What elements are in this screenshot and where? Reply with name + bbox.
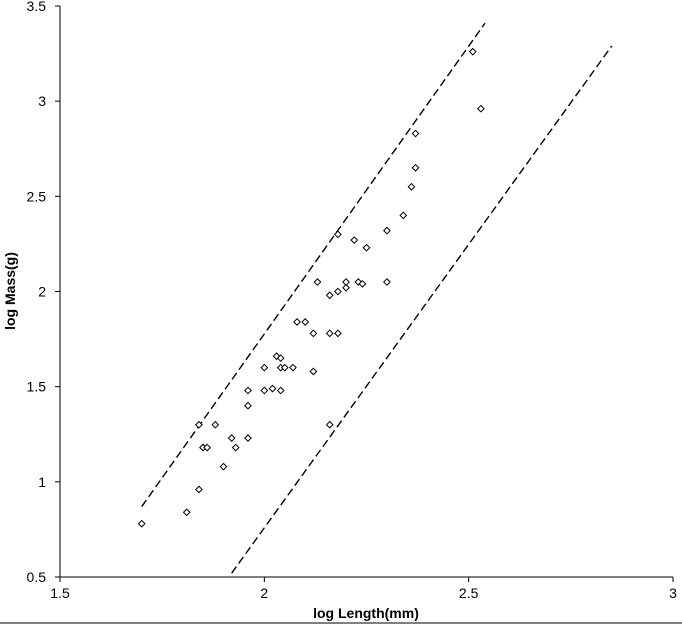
x-tick-label: 2.5 — [459, 585, 479, 601]
x-tick-label: 2 — [260, 585, 268, 601]
data-point — [182, 508, 191, 517]
y-tick-label: 3.5 — [27, 0, 47, 14]
data-point — [289, 363, 297, 372]
data-point — [358, 279, 367, 288]
data-point — [211, 420, 220, 429]
data-point — [309, 367, 318, 376]
x-tick-label: 3 — [669, 585, 677, 601]
y-tick-label: 1 — [38, 474, 46, 490]
upper-bound-line — [141, 22, 486, 507]
data-point — [276, 386, 285, 395]
data-point — [301, 318, 310, 326]
data-point — [411, 129, 420, 138]
data-point — [203, 443, 212, 452]
data-point — [350, 236, 359, 245]
data-point — [195, 485, 203, 494]
data-point — [407, 182, 416, 191]
data-point — [268, 384, 277, 393]
data-point — [477, 104, 485, 113]
y-tick-label: 3 — [38, 93, 46, 109]
data-point — [280, 363, 289, 372]
x-ticks: 1.5 2 2.5 3 — [50, 577, 677, 601]
lower-bound-line — [231, 45, 613, 574]
data-point — [195, 420, 203, 429]
data-point — [411, 163, 420, 172]
data-point — [244, 386, 252, 395]
y-axis-title: log Mass(g) — [2, 252, 18, 330]
data-points — [137, 47, 485, 528]
data-point — [137, 519, 146, 528]
y-tick-label: 0.5 — [27, 569, 47, 585]
data-point — [325, 329, 334, 338]
data-point — [219, 462, 228, 471]
reference-lines — [141, 22, 613, 574]
data-point — [260, 363, 269, 372]
data-point — [309, 329, 318, 338]
data-point — [244, 401, 252, 410]
data-point — [342, 278, 350, 286]
y-tick-label: 2.5 — [27, 188, 47, 204]
data-point — [260, 386, 269, 395]
data-point — [383, 278, 391, 286]
data-point — [276, 354, 285, 363]
data-point — [325, 291, 334, 300]
data-point — [293, 318, 301, 326]
data-point — [333, 329, 342, 338]
data-point — [313, 278, 322, 286]
y-tick-label: 1.5 — [27, 379, 47, 395]
data-point — [468, 47, 477, 56]
data-point — [399, 211, 408, 220]
data-point — [342, 283, 350, 292]
data-point — [227, 434, 236, 442]
x-axis-title: log Length(mm) — [313, 605, 419, 621]
data-point — [383, 226, 391, 235]
data-point — [325, 420, 334, 429]
x-tick-label: 1.5 — [50, 585, 70, 601]
y-ticks: 0.5 1 1.5 2 2.5 3 3.5 — [27, 0, 60, 585]
data-point — [362, 243, 371, 252]
data-point — [333, 230, 342, 239]
data-point — [231, 443, 240, 452]
data-point — [244, 434, 252, 442]
y-tick-label: 2 — [38, 284, 46, 300]
data-point — [333, 287, 342, 296]
